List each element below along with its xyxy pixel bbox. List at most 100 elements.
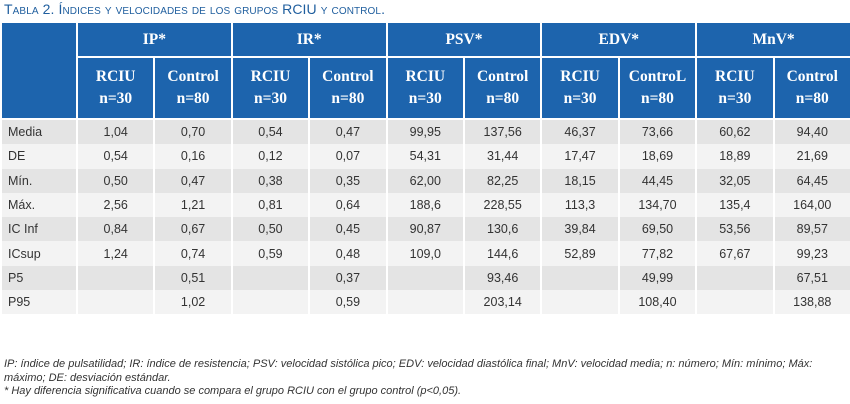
- subheader-n: n=80: [640, 90, 674, 107]
- table-row: Media 1,04 0,70 0,54 0,47 99,95 137,56 4…: [0, 119, 850, 145]
- table-cell: 39,84: [540, 217, 620, 242]
- group-header: EDV*: [540, 21, 698, 58]
- table-cell: 188,6: [385, 192, 465, 218]
- table-cell: 52,89: [540, 241, 620, 266]
- group-header: MnV*: [695, 21, 850, 58]
- row-label: Mín.: [0, 168, 78, 193]
- table-cell: 18,69: [617, 144, 698, 169]
- table-cell: 134,70: [617, 192, 698, 218]
- subheader-n: n=30: [718, 90, 752, 107]
- subheader-cell: RCIU n=30: [230, 56, 311, 120]
- table-cell: 90,87: [385, 217, 465, 242]
- table-cell: 0,50: [75, 168, 156, 193]
- table-cell: 99,95: [385, 119, 465, 145]
- table-cell: 228,55: [462, 192, 543, 218]
- table-cell: 54,31: [385, 144, 465, 169]
- subheader-cell: RCIU n=30: [695, 56, 775, 120]
- table-cell: 46,37: [540, 119, 620, 145]
- table-cell: 73,66: [617, 119, 698, 145]
- table-cell: 0,54: [230, 119, 311, 145]
- table-cell: 0,12: [230, 144, 311, 169]
- row-label: P5: [0, 265, 78, 291]
- table-row: Máx. 2,56 1,21 0,81 0,64 188,6 228,55 11…: [0, 192, 850, 218]
- subheader-n: n=80: [331, 90, 365, 107]
- table-row: Mín. 0,50 0,47 0,38 0,35 62,00 82,25 18,…: [0, 168, 850, 193]
- table-cell: 0,59: [230, 241, 311, 266]
- table-cell: [75, 290, 156, 315]
- table-cell: 77,82: [617, 241, 698, 266]
- table-cell: 1,04: [75, 119, 156, 145]
- significance-footnote: * Hay diferencia significativa cuando se…: [4, 385, 462, 397]
- subheader-group-name: Control: [167, 68, 219, 85]
- table-cell: 67,67: [695, 241, 775, 266]
- table-cell: 99,23: [772, 241, 850, 266]
- table-cell: 0,74: [153, 241, 233, 266]
- table-cell: 44,45: [617, 168, 698, 193]
- subheader-cell: RCIU n=30: [540, 56, 620, 120]
- table-row: ICsup 1,24 0,74 0,59 0,48 109,0 144,6 52…: [0, 241, 850, 266]
- row-label: Media: [0, 119, 78, 145]
- table-cell: 0,07: [308, 144, 388, 169]
- table-row: P5 0,51 0,37 93,46 49,99 67,51: [0, 265, 850, 291]
- table-cell: 0,35: [308, 168, 388, 193]
- table-body: Media 1,04 0,70 0,54 0,47 99,95 137,56 4…: [0, 119, 850, 315]
- table-cell: 18,15: [540, 168, 620, 193]
- subheader-n: n=80: [486, 90, 520, 107]
- table-cell: 0,64: [308, 192, 388, 218]
- table-cell: 21,69: [772, 144, 850, 169]
- subheader-group-name: RCIU: [560, 68, 600, 85]
- subheader-n: n=80: [176, 90, 210, 107]
- subheader-group-name: RCIU: [95, 68, 136, 85]
- table-cell: 137,56: [462, 119, 543, 145]
- table-cell: 0,67: [153, 217, 233, 242]
- subheader-cell: Control n=80: [153, 56, 233, 120]
- table-cell: 1,21: [153, 192, 233, 218]
- table-cell: 64,45: [772, 168, 850, 193]
- subheader-group-name: Control: [322, 68, 374, 85]
- table-caption: Tabla 2. Índices y velocidades de los gr…: [4, 1, 386, 17]
- row-label: DE: [0, 144, 78, 169]
- table-cell: 0,47: [153, 168, 233, 193]
- table-cell: [540, 290, 620, 315]
- table-cell: 0,45: [308, 217, 388, 242]
- row-label: P95: [0, 290, 78, 315]
- subheader-cell: RCIU n=30: [75, 56, 156, 120]
- table-cell: 2,56: [75, 192, 156, 218]
- table-cell: 0,70: [153, 119, 233, 145]
- group-header-row: IP* IR* PSV* EDV* MnV*: [0, 21, 850, 120]
- subheader-n: n=30: [254, 90, 287, 107]
- table-row: P95 1,02 0,59 203,14 108,40 138,88: [0, 290, 850, 315]
- table-cell: 144,6: [462, 241, 543, 266]
- footnotes: IP: índice de pulsatilidad; IR: índice d…: [4, 358, 846, 399]
- table-cell: 89,57: [772, 217, 850, 242]
- table-cell: 94,40: [772, 119, 850, 145]
- table-cell: 0,59: [308, 290, 388, 315]
- table-cell: 108,40: [617, 290, 698, 315]
- subheader-group-name: RCIU: [715, 68, 755, 85]
- table-cell: 0,38: [230, 168, 311, 193]
- table-cell: 32,05: [695, 168, 775, 193]
- subheader-cell: Control n=80: [462, 56, 543, 120]
- row-label: ICsup: [0, 241, 78, 266]
- group-header: IR*: [230, 21, 388, 58]
- table-header: IP* IR* PSV* EDV* MnV* RCIU n=30 Control n…: [0, 21, 850, 120]
- subheader-cell: Control n=80: [772, 56, 850, 120]
- table-row: DE 0,54 0,16 0,12 0,07 54,31 31,44 17,47…: [0, 144, 850, 169]
- group-header: IP*: [76, 21, 233, 58]
- table-cell: 0,16: [153, 144, 233, 169]
- subheader-cell: ControL n=80: [617, 56, 698, 120]
- table-cell: 0,54: [75, 144, 156, 169]
- table-cell: 60,62: [695, 119, 775, 145]
- subheader-n: n=30: [563, 90, 597, 107]
- table-cell: [540, 265, 620, 291]
- row-label: Máx.: [0, 192, 78, 218]
- table-cell: [385, 265, 465, 291]
- subheader-group-name: Control: [476, 68, 529, 85]
- table-cell: [695, 265, 775, 291]
- table-cell: 164,00: [772, 192, 850, 218]
- table-cell: [230, 265, 311, 291]
- table-cell: 203,14: [462, 290, 543, 315]
- table-cell: 109,0: [385, 241, 465, 266]
- table-cell: 113,3: [540, 192, 620, 218]
- table-cell: 0,37: [308, 265, 388, 291]
